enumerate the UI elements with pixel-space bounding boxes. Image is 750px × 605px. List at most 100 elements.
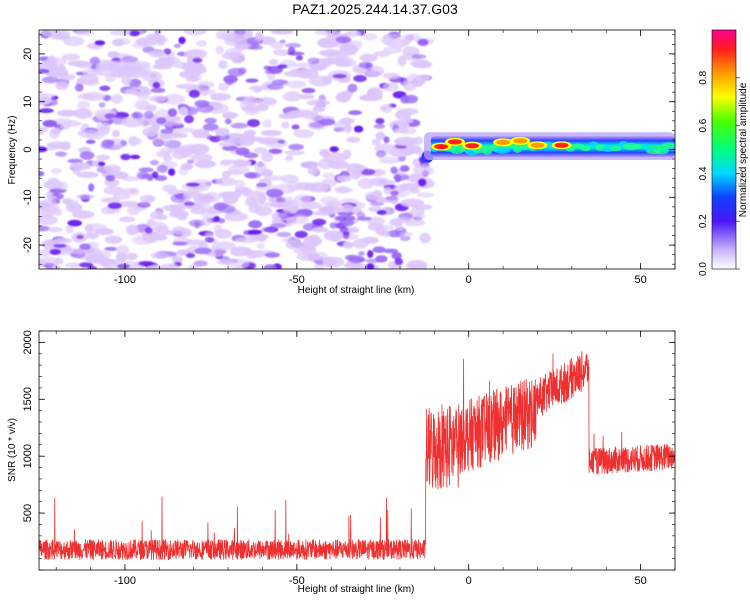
noise-blob (408, 188, 421, 194)
noise-blob (79, 243, 91, 250)
signal-wobble (653, 147, 669, 155)
noise-blob (409, 263, 428, 269)
noise-blob (194, 221, 201, 229)
noise-blob (329, 146, 339, 153)
spectrogram-signal-band (421, 132, 675, 163)
snr-axes: -100 -50 0 50 500 1000 1500 2000 (22, 330, 676, 587)
noise-blob (119, 216, 136, 223)
noise-blob (395, 110, 412, 120)
noise-blob (161, 118, 183, 127)
noise-blob (224, 212, 249, 222)
noise-blob (412, 60, 433, 69)
noise-blob (257, 233, 267, 242)
noise-blob (285, 42, 302, 48)
noise-blob (188, 89, 200, 98)
snr-series (39, 351, 675, 561)
noise-blob (61, 53, 81, 61)
noise-blob (264, 69, 273, 74)
noise-blob (204, 117, 217, 124)
noise-blob (343, 241, 354, 249)
signal-wobble (632, 143, 645, 150)
noise-blob (393, 136, 418, 146)
noise-blob (267, 83, 284, 90)
noise-blob (288, 143, 304, 151)
noise-blob (152, 136, 164, 146)
noise-blob (116, 200, 140, 208)
y-tick-label: 500 (22, 504, 34, 522)
noise-blob (149, 95, 167, 103)
noise-blob (116, 263, 131, 269)
noise-blob (287, 46, 296, 55)
noise-blob (230, 246, 251, 257)
noise-blob (55, 151, 67, 157)
noise-blob (299, 94, 315, 100)
noise-blob (378, 156, 400, 164)
noise-blob (51, 167, 62, 175)
noise-blob (311, 227, 329, 233)
noise-blob (391, 252, 402, 260)
noise-blob (301, 87, 316, 94)
noise-blob (41, 93, 56, 99)
noise-blob (77, 100, 90, 110)
noise-blob (247, 251, 256, 260)
noise-blob (365, 258, 381, 263)
x-tick-label: 50 (634, 274, 646, 286)
noise-blob (201, 216, 212, 227)
y-tick-label: 20 (22, 48, 34, 60)
noise-blob (282, 91, 302, 102)
noise-blob (39, 170, 45, 177)
noise-blob (112, 192, 132, 200)
noise-blob (129, 64, 143, 74)
noise-blob (41, 30, 61, 38)
spectrogram-noise-blobs (39, 30, 435, 269)
noise-blob (256, 97, 277, 106)
noise-blob (105, 174, 115, 182)
noise-blob (344, 30, 361, 37)
noise-blob (152, 63, 172, 70)
noise-blob (162, 184, 177, 193)
noise-blob (183, 30, 207, 36)
y-tick-label: -10 (22, 189, 34, 205)
noise-blob (156, 117, 167, 125)
noise-blob (340, 204, 354, 213)
noise-blob (146, 218, 156, 226)
noise-blob (321, 75, 331, 84)
noise-blob (416, 212, 425, 220)
noise-blob (184, 239, 206, 246)
noise-blob (50, 128, 62, 135)
noise-blob (358, 61, 374, 69)
noise-blob (223, 75, 238, 84)
colorbar-tick-label: 0.4 (698, 166, 709, 180)
noise-blob (248, 220, 262, 229)
noise-blob (301, 244, 317, 256)
y-tick-label: -20 (22, 237, 34, 253)
noise-blob (186, 159, 195, 164)
noise-blob (256, 243, 266, 249)
noise-blob (97, 161, 106, 167)
noise-blob (215, 45, 224, 55)
noise-blob (187, 143, 210, 155)
signal-peak (554, 142, 569, 148)
noise-blob (412, 165, 434, 176)
noise-blob (173, 146, 192, 154)
noise-blob (335, 36, 352, 44)
colorbar-tick-label: 0.6 (698, 118, 709, 132)
noise-blob (221, 170, 231, 179)
noise-blob (383, 248, 399, 254)
noise-blob (145, 264, 164, 269)
x-tick-label: 50 (634, 575, 646, 587)
noise-blob (262, 201, 282, 207)
noise-blob (371, 138, 381, 146)
noise-blob (80, 73, 99, 85)
noise-blob (350, 263, 366, 269)
noise-blob (39, 258, 46, 268)
noise-blob (332, 73, 347, 79)
noise-blob (196, 40, 208, 47)
noise-blob (306, 99, 331, 106)
noise-blob (243, 171, 262, 179)
noise-blob (115, 252, 128, 263)
noise-blob (259, 36, 276, 45)
noise-blob (237, 160, 252, 167)
noise-blob (266, 188, 284, 198)
noise-blob (260, 227, 275, 233)
